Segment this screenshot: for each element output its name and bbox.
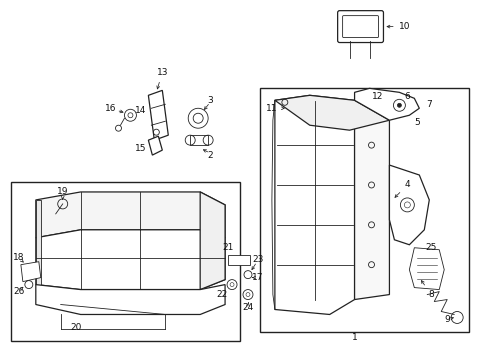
Polygon shape	[148, 136, 162, 155]
Text: 12: 12	[371, 92, 383, 101]
Text: 25: 25	[425, 243, 436, 252]
Text: 6: 6	[404, 92, 409, 101]
Text: 20: 20	[70, 323, 81, 332]
Text: 21: 21	[222, 243, 233, 252]
Text: 4: 4	[394, 180, 409, 197]
Polygon shape	[36, 285, 224, 315]
Text: 13: 13	[156, 68, 168, 89]
Polygon shape	[354, 100, 388, 300]
Text: 18: 18	[13, 253, 24, 262]
Bar	[227, 255, 249, 265]
Polygon shape	[36, 230, 224, 289]
Bar	[11, 182, 240, 341]
Text: 7: 7	[426, 100, 431, 109]
Text: 8: 8	[421, 280, 433, 299]
Bar	[260, 88, 468, 332]
Text: 3: 3	[207, 96, 213, 105]
Polygon shape	[200, 192, 224, 289]
Text: 10: 10	[386, 22, 409, 31]
Polygon shape	[354, 88, 419, 120]
Polygon shape	[388, 165, 428, 245]
Text: 26: 26	[13, 287, 24, 296]
Text: 9: 9	[444, 315, 452, 324]
Text: 16: 16	[104, 104, 116, 113]
Text: 19: 19	[57, 188, 68, 199]
Text: 15: 15	[134, 144, 146, 153]
FancyBboxPatch shape	[337, 11, 383, 42]
Text: 11: 11	[265, 104, 284, 113]
Polygon shape	[408, 248, 443, 289]
Text: 17: 17	[252, 273, 263, 282]
Circle shape	[128, 113, 133, 118]
Text: 1: 1	[351, 333, 357, 342]
Polygon shape	[36, 200, 41, 285]
Polygon shape	[21, 262, 41, 282]
Polygon shape	[36, 192, 224, 238]
Circle shape	[397, 103, 401, 107]
Text: 5: 5	[414, 118, 419, 127]
Circle shape	[393, 99, 405, 111]
Text: 2: 2	[207, 150, 212, 159]
Polygon shape	[274, 95, 354, 315]
Text: 23: 23	[252, 255, 263, 264]
Polygon shape	[274, 95, 388, 130]
Text: 22: 22	[216, 290, 227, 299]
Text: 24: 24	[242, 303, 253, 312]
Polygon shape	[148, 90, 168, 140]
Bar	[190, 135, 208, 145]
Text: 14: 14	[134, 106, 146, 115]
FancyBboxPatch shape	[342, 15, 378, 37]
